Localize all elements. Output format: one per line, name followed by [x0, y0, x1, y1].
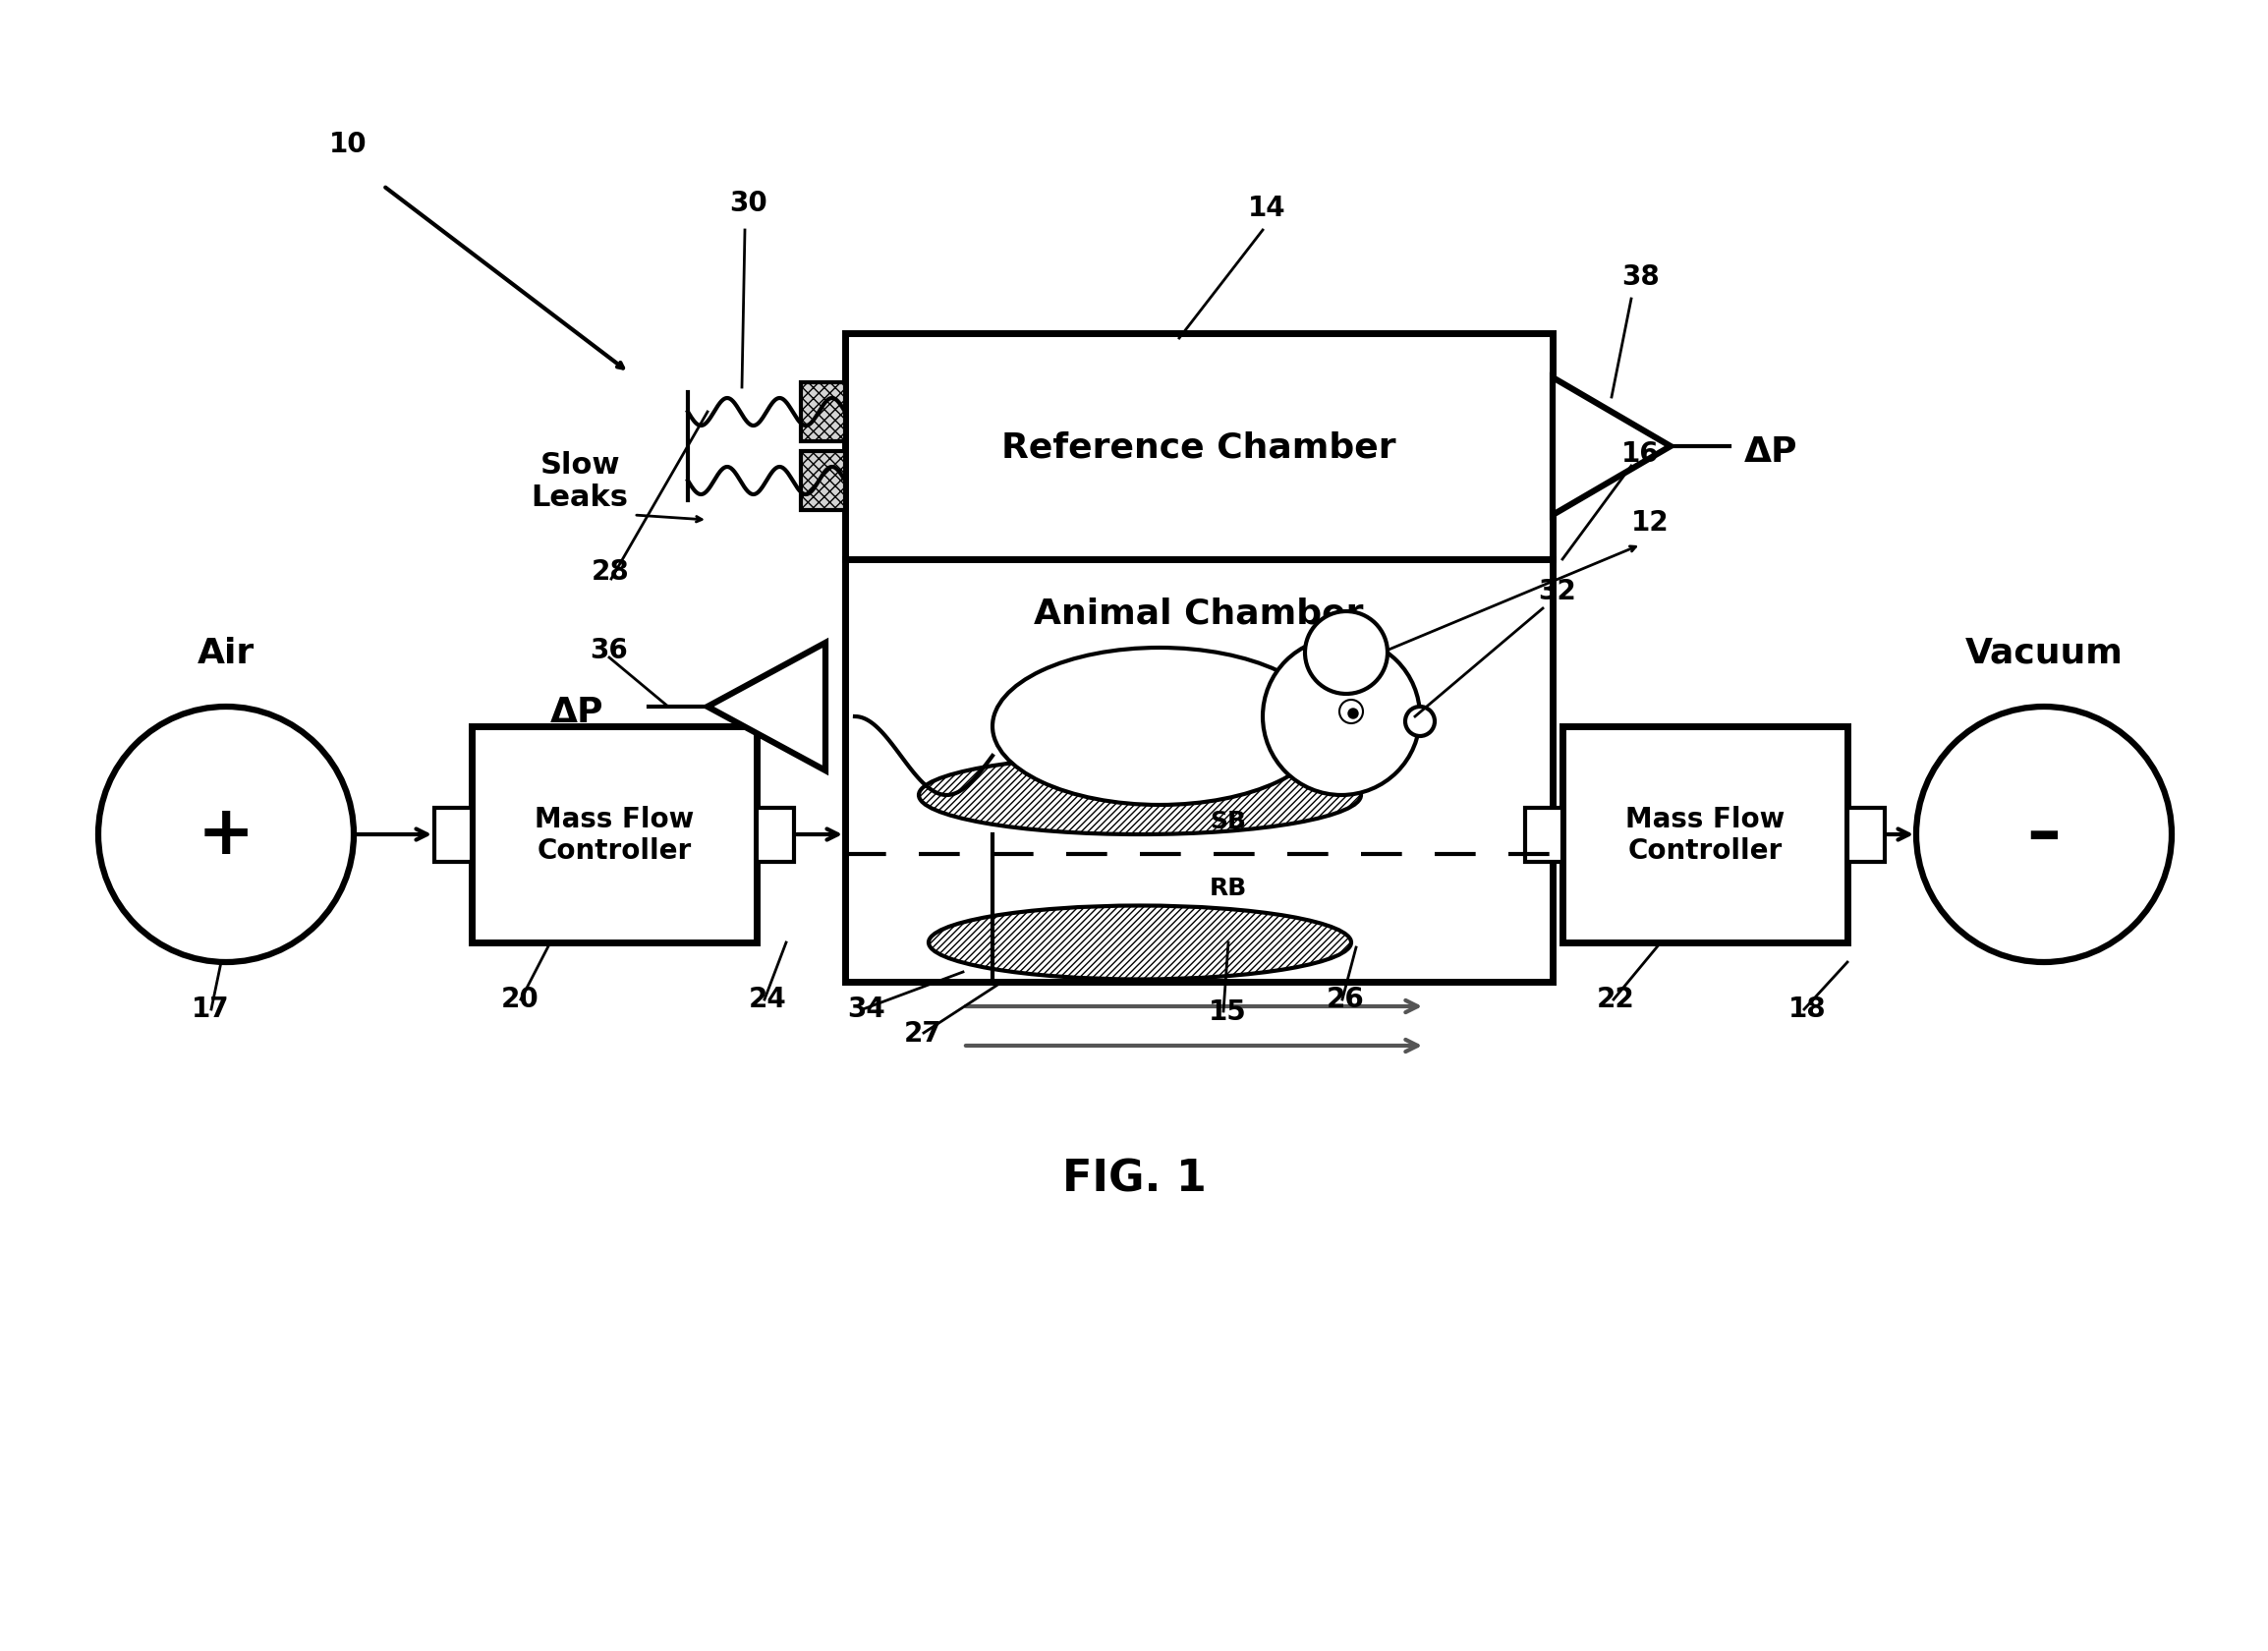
Polygon shape [1554, 378, 1672, 515]
Bar [846, 334, 1554, 982]
Text: –: – [2028, 802, 2062, 868]
Text: SB: SB [1211, 809, 1247, 832]
Text: Animal Chamber: Animal Chamber [1034, 598, 1363, 631]
Circle shape [1263, 639, 1420, 796]
Text: 10: 10 [329, 130, 367, 158]
Text: ΔP: ΔP [551, 695, 603, 728]
Text: 38: 38 [1622, 263, 1660, 291]
Text: Air: Air [197, 636, 254, 670]
Text: Slow
Leaks: Slow Leaks [531, 451, 628, 512]
Text: 27: 27 [905, 1019, 941, 1047]
Circle shape [1916, 707, 2173, 963]
Text: 36: 36 [590, 636, 628, 664]
Text: +: + [197, 802, 254, 868]
Text: 15: 15 [1209, 997, 1247, 1025]
Text: 12: 12 [1631, 509, 1669, 537]
Bar [758, 807, 794, 862]
Text: 17: 17 [191, 996, 229, 1022]
Bar [435, 807, 472, 862]
Text: 16: 16 [1622, 441, 1660, 467]
Bar [801, 383, 846, 442]
Text: 18: 18 [1789, 996, 1826, 1022]
Circle shape [98, 707, 354, 963]
Text: 24: 24 [748, 986, 787, 1012]
Bar [1848, 807, 1885, 862]
Text: ΔP: ΔP [1744, 436, 1799, 469]
Text: 20: 20 [501, 986, 540, 1012]
Circle shape [1406, 707, 1436, 736]
Text: Vacuum: Vacuum [1964, 636, 2123, 670]
Text: Mass Flow
Controller: Mass Flow Controller [1626, 806, 1785, 865]
Circle shape [1304, 613, 1388, 695]
Circle shape [1347, 710, 1359, 718]
Circle shape [1340, 700, 1363, 723]
Bar [472, 726, 758, 943]
Text: FIG. 1: FIG. 1 [1061, 1157, 1207, 1200]
Text: 34: 34 [846, 996, 885, 1022]
Polygon shape [708, 644, 826, 771]
Text: 14: 14 [1247, 195, 1286, 221]
Text: 30: 30 [728, 190, 767, 216]
Bar [1524, 807, 1563, 862]
Text: RB: RB [1209, 877, 1247, 900]
Text: 22: 22 [1597, 986, 1635, 1012]
Ellipse shape [993, 649, 1327, 806]
Bar [801, 452, 846, 510]
Text: 26: 26 [1327, 986, 1365, 1012]
Text: 28: 28 [592, 558, 631, 586]
Text: Reference Chamber: Reference Chamber [1002, 431, 1397, 464]
Text: Mass Flow
Controller: Mass Flow Controller [535, 806, 694, 865]
Text: 32: 32 [1538, 578, 1576, 604]
Bar [1563, 726, 1848, 943]
